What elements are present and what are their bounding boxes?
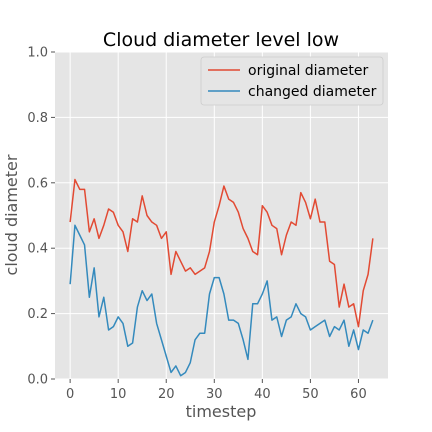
series-line-original [69, 178, 374, 328]
x-tick-label: 40 [254, 387, 271, 402]
y-tick-label: 1.0 [27, 46, 48, 61]
x-tick-label: 0 [66, 387, 74, 402]
tick-labels: 0.0 0.2 0.4 0.6 0.8 1.0 0 10 20 30 40 50 60 [27, 46, 366, 403]
legend-label-original: original diameter [248, 63, 368, 79]
legend-label-changed: changed diameter [248, 84, 377, 100]
x-tick-label: 50 [302, 387, 319, 402]
x-tick-label: 10 [110, 387, 127, 402]
x-tick-label: 30 [206, 387, 223, 402]
x-axis-label: timestep [186, 402, 257, 421]
y-tick-label: 0.4 [27, 242, 48, 257]
y-tick-label: 0.8 [27, 111, 48, 126]
series-line-changed [69, 224, 374, 377]
plot-background [55, 52, 388, 379]
legend-box [200, 56, 384, 106]
y-tick-label: 0.6 [27, 176, 48, 191]
series-layer [69, 178, 374, 377]
x-tick-label: 60 [350, 387, 367, 402]
y-axis-label: cloud diameter [2, 154, 21, 275]
y-tick-label: 0.0 [27, 373, 48, 388]
y-tick-label: 0.2 [27, 307, 48, 322]
chart-title: Cloud diameter level low [103, 29, 339, 51]
x-tick-label: 20 [158, 387, 175, 402]
grid-lines [55, 51, 388, 380]
legend: original diameter changed diameter [200, 56, 384, 106]
